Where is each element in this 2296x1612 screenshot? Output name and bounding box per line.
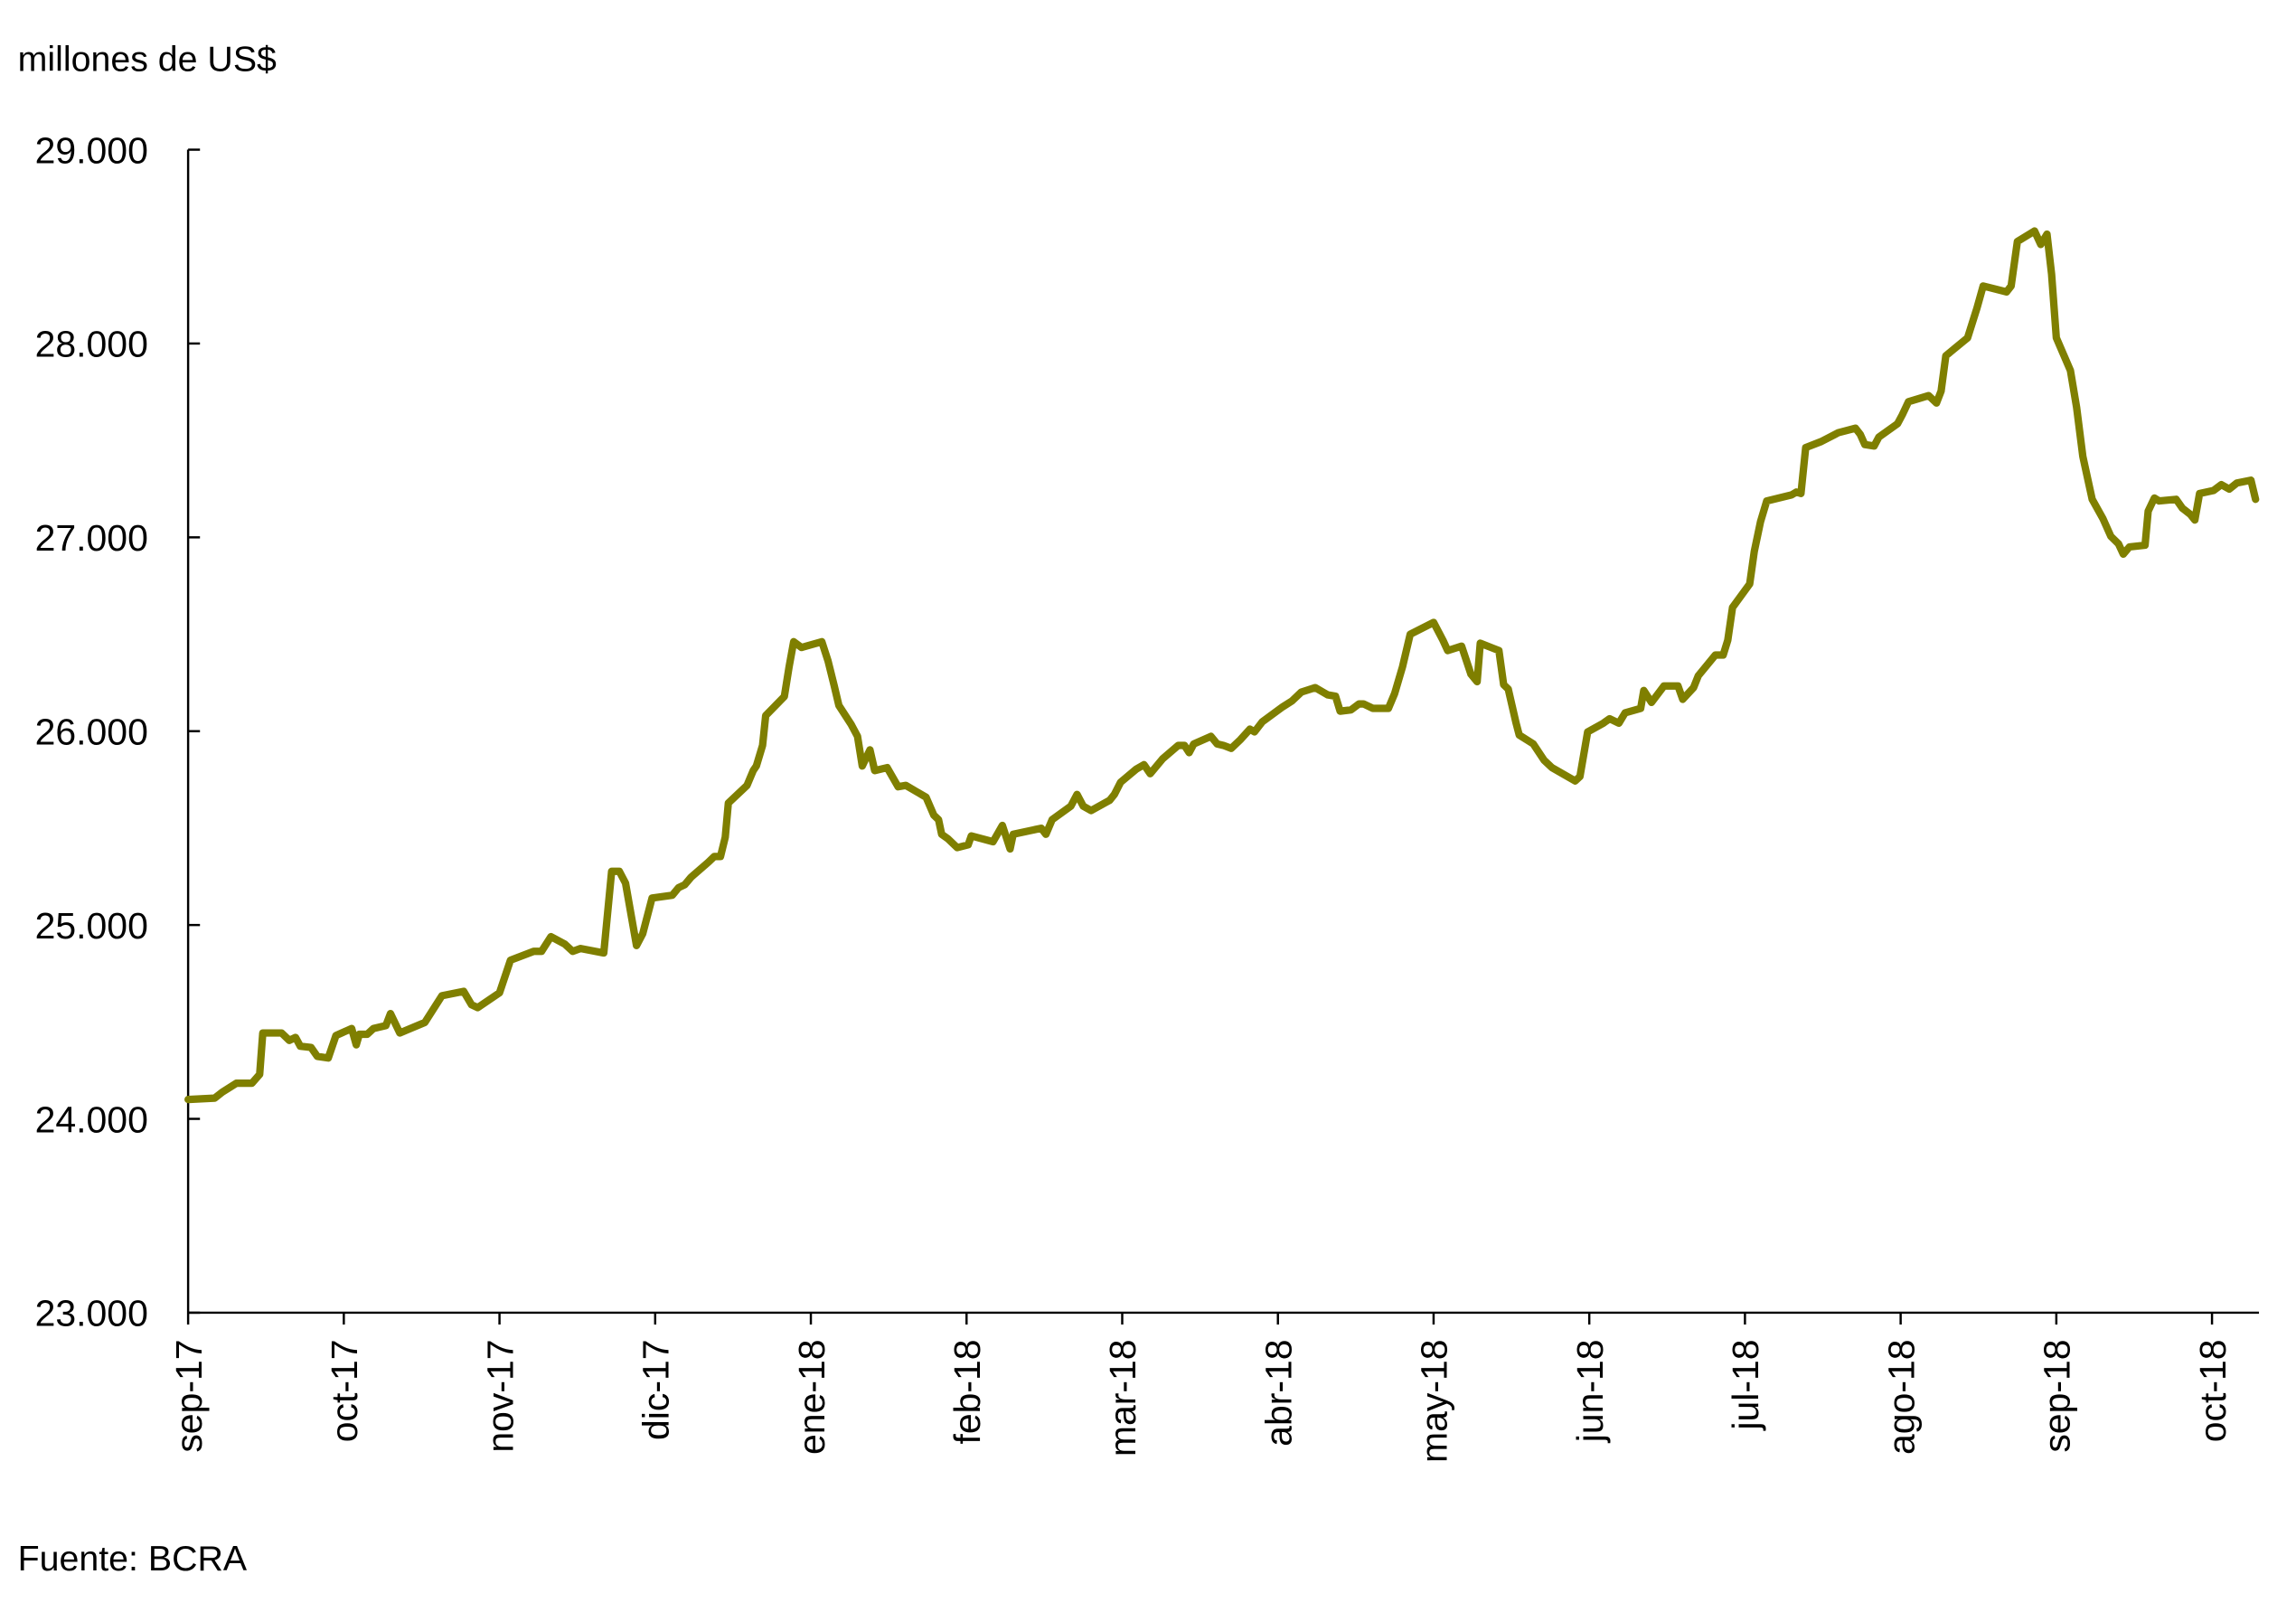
x-axis-ticks: sep-17 oct-17 nov-17 dic-17 ene-18 feb-18 mar-… <box>168 1312 2234 1463</box>
x-tick-label: sep-18 <box>2037 1339 2078 1452</box>
x-tick-label: abr-18 <box>1257 1339 1299 1446</box>
y-tick-label: 23.000 <box>35 1293 148 1334</box>
y-tick-label: 28.000 <box>35 324 148 365</box>
x-tick-label: sep-17 <box>168 1339 210 1452</box>
y-tick-label: 27.000 <box>35 517 148 559</box>
y-tick-label: 25.000 <box>35 905 148 947</box>
y-tick-label: 26.000 <box>35 711 148 752</box>
x-tick-label: jul-18 <box>1725 1339 1766 1430</box>
x-tick-label: ago-18 <box>1880 1339 1922 1455</box>
y-axis-ticks: 23.000 24.000 25.000 26.000 27.000 28.000 29.0… <box>35 129 201 1334</box>
x-tick-label: mar-18 <box>1102 1339 1143 1456</box>
y-tick-label: 29.000 <box>35 129 148 171</box>
y-tick-label: 24.000 <box>35 1098 148 1140</box>
x-tick-label: feb-18 <box>946 1339 988 1444</box>
x-tick-label: oct-17 <box>324 1339 365 1442</box>
reserves-series-line <box>184 227 2260 1104</box>
x-tick-label: oct-18 <box>2192 1339 2234 1442</box>
x-tick-label: may-18 <box>1414 1339 1455 1463</box>
x-tick-label: ene-18 <box>791 1339 833 1455</box>
x-tick-label: dic-17 <box>635 1339 677 1440</box>
source-note: Fuente: BCRA <box>18 1539 248 1579</box>
x-tick-label: nov-17 <box>479 1339 521 1452</box>
y-axis-unit-label: millones de US$ <box>18 40 277 80</box>
x-tick-label: jun-18 <box>1569 1339 1611 1443</box>
